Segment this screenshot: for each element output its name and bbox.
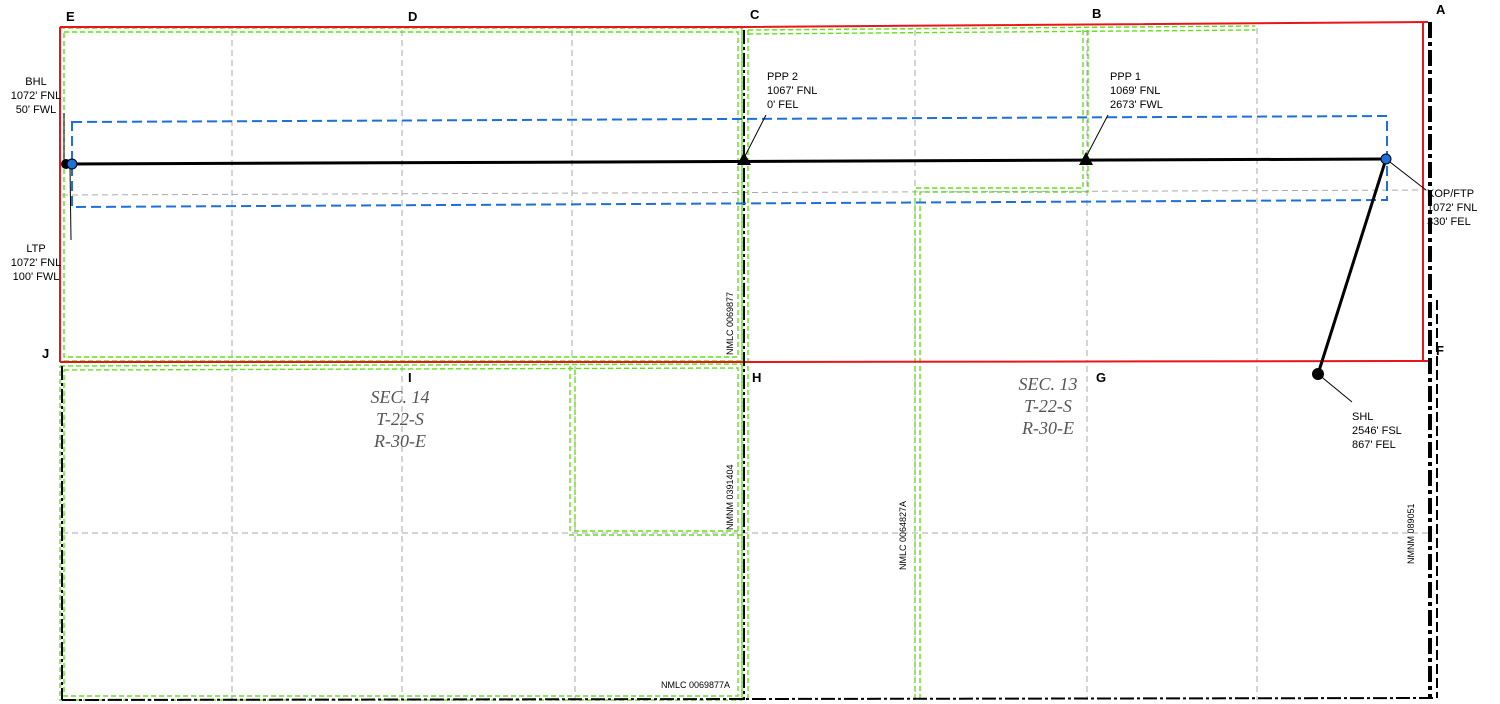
- svg-text:1067' FNL: 1067' FNL: [767, 85, 817, 97]
- lease-nmlc-0069877a: NMLC 0069877A: [661, 680, 730, 690]
- corner-j: J: [42, 346, 49, 361]
- lease-nmnm-089051: NMNM 089051: [1406, 503, 1416, 564]
- svg-text:R-30-E: R-30-E: [373, 431, 426, 451]
- setback-box: [71, 114, 1388, 209]
- corner-b: B: [1092, 6, 1101, 21]
- svg-text:1069' FNL: 1069' FNL: [1110, 85, 1160, 97]
- svg-text:100' FWL: 100' FWL: [13, 271, 60, 283]
- corner-i: I: [408, 370, 412, 385]
- ppp2-label: PPP 2 1067' FNL 0' FEL: [767, 71, 817, 111]
- svg-text:1072' FNL: 1072' FNL: [1427, 202, 1477, 214]
- svg-text:867' FEL: 867' FEL: [1352, 439, 1396, 451]
- svg-text:SHL: SHL: [1352, 411, 1373, 423]
- shl-marker: [1312, 368, 1324, 380]
- shl-label: SHL 2546' FSL 867' FEL: [1352, 411, 1402, 451]
- ppp1-marker: [1079, 152, 1093, 165]
- black-boundaries: [61, 22, 1438, 701]
- section-13-label: SEC. 13 T-22-S R-30-E: [1018, 374, 1077, 438]
- corner-h: H: [752, 370, 761, 385]
- svg-text:T-22-S: T-22-S: [1024, 396, 1072, 416]
- svg-text:SEC. 14: SEC. 14: [370, 387, 429, 407]
- lease-nmnm-0391404: NMNM 0391404: [725, 464, 735, 530]
- corner-f: F: [1436, 343, 1444, 358]
- svg-text:330' FEL: 330' FEL: [1427, 216, 1471, 228]
- svg-text:1072' FNL: 1072' FNL: [11, 90, 61, 102]
- corner-g: G: [1096, 370, 1106, 385]
- ppp1-label: PPP 1 1069' FNL 2673' FWL: [1110, 71, 1163, 111]
- kop-label: KOP/FTP 1072' FNL 330' FEL: [1427, 188, 1477, 228]
- svg-text:2673' FWL: 2673' FWL: [1110, 99, 1163, 111]
- section-14-label: SEC. 14 T-22-S R-30-E: [370, 387, 429, 451]
- svg-text:R-30-E: R-30-E: [1021, 418, 1074, 438]
- svg-text:LTP: LTP: [26, 243, 45, 255]
- ppp2-marker: [737, 152, 751, 165]
- corner-e: E: [66, 9, 75, 24]
- wellbore: [64, 157, 1388, 375]
- leader-lines: [63, 113, 1427, 403]
- svg-text:50' FWL: 50' FWL: [16, 104, 57, 116]
- svg-text:BHL: BHL: [25, 76, 46, 88]
- lease-nmlc-0064827a: NMLC 0064827A: [898, 501, 908, 570]
- svg-text:PPP 2: PPP 2: [767, 71, 798, 83]
- corner-a: A: [1436, 2, 1446, 17]
- kop-marker: [1380, 153, 1392, 165]
- bhl-label: BHL 1072' FNL 50' FWL: [11, 76, 61, 116]
- svg-text:1072' FNL: 1072' FNL: [11, 257, 61, 269]
- svg-text:2546' FSL: 2546' FSL: [1352, 425, 1402, 437]
- svg-text:SEC. 13: SEC. 13: [1018, 374, 1077, 394]
- ltp-label: LTP 1072' FNL 100' FWL: [11, 243, 61, 283]
- section-lines: [59, 21, 1429, 363]
- corner-d: D: [408, 9, 417, 24]
- svg-text:T-22-S: T-22-S: [376, 409, 424, 429]
- svg-text:0' FEL: 0' FEL: [767, 99, 798, 111]
- lease-nmlc-0069877: NMLC 0069877: [725, 292, 735, 355]
- svg-text:KOP/FTP: KOP/FTP: [1427, 188, 1474, 200]
- ltp-marker: [66, 158, 78, 170]
- corner-c: C: [750, 7, 760, 22]
- svg-text:PPP 1: PPP 1: [1110, 71, 1141, 83]
